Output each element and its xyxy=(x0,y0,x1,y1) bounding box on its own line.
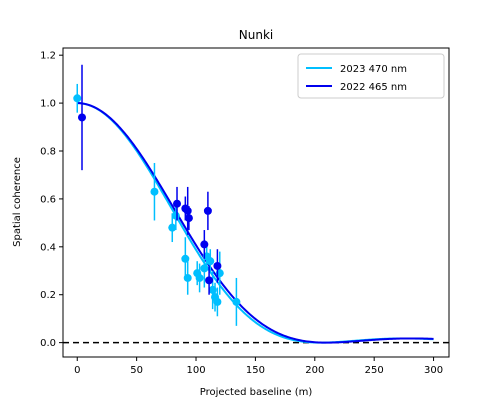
data-point-series-1 xyxy=(183,273,192,282)
x-tick-label: 150 xyxy=(246,365,265,376)
data-point-series-1 xyxy=(171,211,180,220)
data-point-series-1 xyxy=(73,94,82,103)
data-point-series-1 xyxy=(206,257,215,266)
data-point-series-2 xyxy=(78,113,87,122)
y-tick-label: 0.4 xyxy=(40,242,56,253)
chart-title: Nunki xyxy=(239,28,273,42)
y-tick-label: 1.0 xyxy=(40,99,56,110)
y-axis-label: Spatial coherence xyxy=(12,157,23,247)
data-point-series-2 xyxy=(200,240,209,249)
data-point-series-1 xyxy=(150,187,159,196)
data-point-series-1 xyxy=(168,223,177,232)
y-tick-label: 0.2 xyxy=(40,290,56,301)
x-axis-label: Projected baseline (m) xyxy=(200,387,313,398)
y-tick-label: 0.0 xyxy=(40,338,56,349)
x-tick-label: 200 xyxy=(305,365,324,376)
x-tick-label: 50 xyxy=(130,365,143,376)
data-point-series-2 xyxy=(203,206,212,215)
data-point-series-1 xyxy=(213,297,222,306)
legend-box xyxy=(297,53,445,99)
data-point-series-1 xyxy=(195,273,204,282)
plot-area: 0 50 100 150 200 250 300 0.0 0.2 0.4 0.6 0.8 1.0 1.2 2… xyxy=(40,47,450,376)
data-point-series-2 xyxy=(213,261,222,270)
x-tick-label: 0 xyxy=(74,365,80,376)
legend-label-series-1: 2023 470 nm xyxy=(340,64,407,75)
data-point-series-1 xyxy=(181,254,190,263)
x-tick-label: 250 xyxy=(365,365,384,376)
data-point-series-1 xyxy=(232,297,241,306)
x-tick-label: 300 xyxy=(424,365,443,376)
data-point-series-2 xyxy=(173,199,182,208)
data-point-series-2 xyxy=(205,276,214,285)
legend-label-series-2: 2022 465 nm xyxy=(340,82,407,93)
y-tick-label: 0.8 xyxy=(40,147,56,158)
data-point-series-2 xyxy=(183,206,192,215)
x-tick-label: 100 xyxy=(186,365,205,376)
data-point-series-2 xyxy=(184,214,193,223)
model-curve-series-2 xyxy=(77,102,434,344)
y-tick-label: 1.2 xyxy=(40,51,56,62)
model-curve-series-1 xyxy=(77,102,434,344)
y-tick-label: 0.6 xyxy=(40,194,56,205)
plot-frame xyxy=(62,47,450,358)
